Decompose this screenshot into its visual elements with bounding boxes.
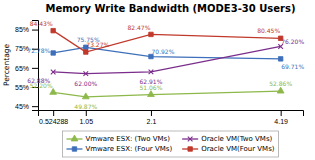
legend-label: Oracle VM(Four VMs) — [201, 145, 275, 153]
legend-entry: Vmware ESX: (Four VMs) — [66, 145, 172, 153]
plot: 0.5242881.052.14.1945%55%65%75%85%52.20%… — [15, 20, 304, 125]
series-line — [53, 46, 280, 73]
legend-marker — [72, 147, 76, 151]
data-label: 62.00% — [74, 80, 97, 87]
y-tick: 45% — [15, 103, 38, 110]
point — [83, 71, 88, 76]
point — [51, 51, 55, 55]
data-label: 84.43% — [30, 20, 53, 27]
legend-entry: Oracle VM(Four VMs) — [182, 145, 275, 153]
x-tick-mark — [151, 110, 152, 116]
data-label: 80.45% — [257, 27, 280, 34]
y-axis-line — [32, 21, 39, 111]
point — [51, 28, 55, 32]
x-tick-mark — [281, 110, 282, 116]
data-label: 62.88% — [27, 77, 50, 84]
data-label: 73.27% — [86, 41, 109, 48]
x-tick-label: 2.1 — [147, 118, 157, 125]
legend-label: Vmware ESX: (Two VMs) — [85, 135, 170, 143]
y-tick-mark — [32, 30, 38, 31]
data-label: 69.71% — [281, 63, 304, 70]
y-axis: 45%55%65%75%85% — [15, 21, 39, 111]
chart: Memory Write Bandwidth (MODE3-30 Users) 0… — [0, 0, 315, 160]
y-tick-label: 55% — [15, 84, 29, 91]
data-label: 82.47% — [128, 24, 151, 31]
x-tick-mark — [86, 110, 87, 116]
legend-label: Oracle VM(Two VMs) — [201, 135, 272, 143]
y-tick-label: 85% — [15, 26, 29, 33]
data-label: 49.87% — [74, 103, 97, 110]
legend-marker — [71, 135, 78, 141]
point — [84, 50, 88, 54]
legend-marker — [188, 147, 192, 151]
x-tick: 4.19 — [274, 110, 288, 125]
data-label: 72.78% — [27, 47, 50, 54]
data-label: 52.86% — [269, 80, 292, 87]
data-labels: 52.20%49.87%51.06%52.86%72.78%75.75%70.9… — [27, 20, 304, 110]
legend-marker — [188, 137, 193, 142]
point — [149, 32, 153, 36]
legend: Vmware ESX: (Two VMs) Vmware ESX: (Four V… — [62, 131, 278, 157]
point — [148, 91, 155, 97]
y-tick-mark — [32, 106, 38, 107]
point — [277, 87, 284, 93]
y-tick-mark — [32, 68, 38, 69]
legend-entry: Vmware ESX: (Two VMs) — [66, 135, 170, 143]
y-tick-label: 45% — [15, 103, 29, 110]
legend-entry: Oracle VM(Two VMs) — [182, 135, 272, 143]
y-tick-label: 65% — [15, 65, 29, 72]
y-tick: 65% — [15, 65, 38, 72]
y-axis-title: Percentage — [2, 44, 11, 87]
point — [278, 57, 282, 61]
series-group — [50, 28, 284, 98]
point — [50, 88, 57, 94]
x-tick-mark — [53, 110, 54, 116]
x-tick-label: 4.19 — [274, 118, 288, 125]
x-tick: 0.524288 — [39, 110, 68, 125]
y-tick: 85% — [15, 26, 38, 33]
x-axis-line — [39, 111, 304, 117]
x-tick: 2.1 — [147, 110, 157, 125]
x-axis: 0.524288 1.05 2.1 4.19 — [39, 110, 304, 125]
data-label: 62.91% — [140, 78, 163, 85]
point — [149, 70, 154, 75]
title: Memory Write Bandwidth (MODE3-30 Users) — [45, 3, 295, 14]
x-tick: 1.05 — [79, 110, 93, 125]
x-tick-label: 1.05 — [79, 118, 93, 125]
data-label: 70.92% — [152, 48, 175, 55]
point — [82, 93, 89, 99]
x-tick-label: 0.524288 — [39, 118, 68, 125]
data-label: 76.20% — [281, 38, 304, 45]
legend-frame — [62, 131, 278, 157]
point — [51, 70, 56, 75]
legend-label: Vmware ESX: (Four VMs) — [85, 145, 172, 153]
